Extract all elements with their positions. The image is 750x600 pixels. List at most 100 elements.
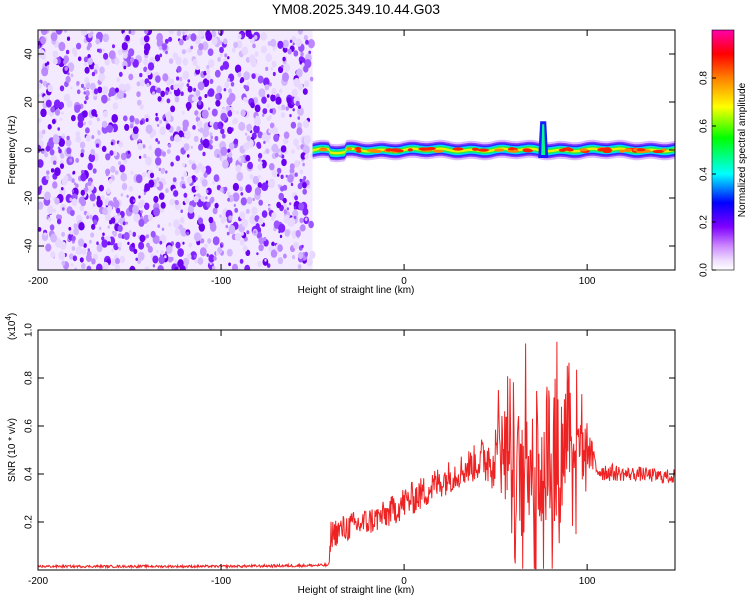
noise-blob [270, 94, 276, 102]
noise-blob [157, 96, 162, 102]
noise-blob [56, 218, 62, 225]
noise-blob [216, 85, 222, 93]
noise-blob [127, 150, 131, 154]
noise-blob [87, 162, 93, 171]
noise-blob [84, 66, 90, 74]
noise-blob [175, 155, 181, 162]
noise-blob [276, 167, 282, 174]
noise-blob [40, 36, 46, 45]
noise-blob [133, 213, 141, 223]
noise-blob [99, 145, 102, 150]
noise-blob [169, 198, 175, 206]
noise-blob [75, 157, 80, 163]
spectrogram-xtick-label: -200 [28, 276, 48, 287]
noise-blob [176, 126, 181, 133]
noise-blob [61, 231, 66, 237]
noise-blob [76, 42, 82, 50]
noise-blob [59, 85, 65, 92]
colorbar-ticks: 0.0 0.2 0.4 0.6 0.8 [699, 29, 735, 277]
noise-blob [125, 221, 128, 225]
noise-blob [257, 175, 261, 180]
noise-blob [240, 192, 244, 196]
noise-blob [207, 48, 214, 56]
noise-blob [230, 106, 234, 111]
noise-blob [232, 263, 238, 270]
noise-blob [61, 187, 64, 191]
noise-blob [308, 50, 312, 55]
noise-blob [262, 113, 265, 117]
noise-blob [38, 82, 42, 90]
noise-blob [186, 253, 192, 260]
noise-blob [170, 85, 175, 90]
noise-blob [155, 138, 159, 142]
noise-blob [92, 168, 97, 174]
noise-blob [192, 58, 198, 66]
noise-blob [265, 136, 270, 143]
noise-blob [137, 258, 142, 265]
noise-blob [143, 48, 149, 56]
noise-blob [304, 80, 310, 88]
noise-blob [45, 99, 52, 108]
noise-blob [152, 264, 156, 268]
noise-blob [83, 100, 87, 105]
noise-blob [186, 154, 190, 158]
noise-blob [64, 30, 67, 33]
noise-blob [158, 255, 165, 265]
noise-blob [190, 33, 197, 42]
noise-blob [50, 233, 57, 243]
noise-blob [185, 265, 188, 269]
noise-blob [105, 153, 111, 161]
noise-blob [116, 90, 124, 100]
noise-blob [119, 164, 126, 173]
noise-blob [129, 231, 133, 236]
noise-blob [215, 251, 219, 256]
noise-blob [70, 73, 74, 78]
noise-blob [289, 163, 295, 170]
noise-blob [108, 92, 112, 98]
noise-blob [46, 61, 50, 66]
noise-blob [87, 180, 92, 187]
noise-blob [70, 86, 73, 90]
noise-blob [182, 58, 188, 66]
snr-ytick-label: 0.6 [24, 419, 35, 433]
noise-blob [157, 123, 160, 127]
noise-blob [309, 250, 316, 259]
noise-blob [208, 107, 211, 111]
noise-blob [168, 36, 173, 42]
noise-blob [181, 49, 186, 55]
noise-blob [149, 132, 155, 139]
noise-blob [38, 45, 41, 49]
noise-blob [66, 147, 72, 155]
noise-blob [110, 141, 114, 146]
noise-blob [212, 236, 220, 246]
noise-blob [234, 232, 241, 242]
noise-blob [274, 152, 279, 158]
noise-blob [69, 158, 73, 163]
noise-blob [239, 79, 243, 84]
noise-blob [249, 174, 254, 180]
noise-blob [157, 140, 160, 145]
noise-blob [159, 53, 163, 58]
noise-blob [246, 135, 251, 142]
noise-blob [128, 185, 134, 192]
noise-blob [242, 245, 248, 252]
noise-blob [129, 115, 135, 123]
noise-blob [228, 262, 232, 267]
noise-blob [302, 188, 308, 195]
noise-blob [140, 210, 143, 214]
noise-blob [155, 112, 158, 117]
noise-blob [185, 101, 192, 110]
noise-blob [268, 114, 272, 120]
spectrogram-xtick-label: -100 [211, 276, 231, 287]
noise-blob [111, 248, 115, 253]
noise-blob [59, 187, 66, 197]
noise-blob [138, 195, 141, 199]
noise-blob [69, 230, 74, 235]
noise-blob [163, 181, 167, 185]
noise-blob [213, 174, 220, 183]
noise-blob [241, 46, 249, 56]
noise-blob [51, 118, 56, 125]
noise-blob [80, 30, 88, 36]
noise-blob [154, 54, 161, 62]
noise-blob [200, 238, 205, 244]
